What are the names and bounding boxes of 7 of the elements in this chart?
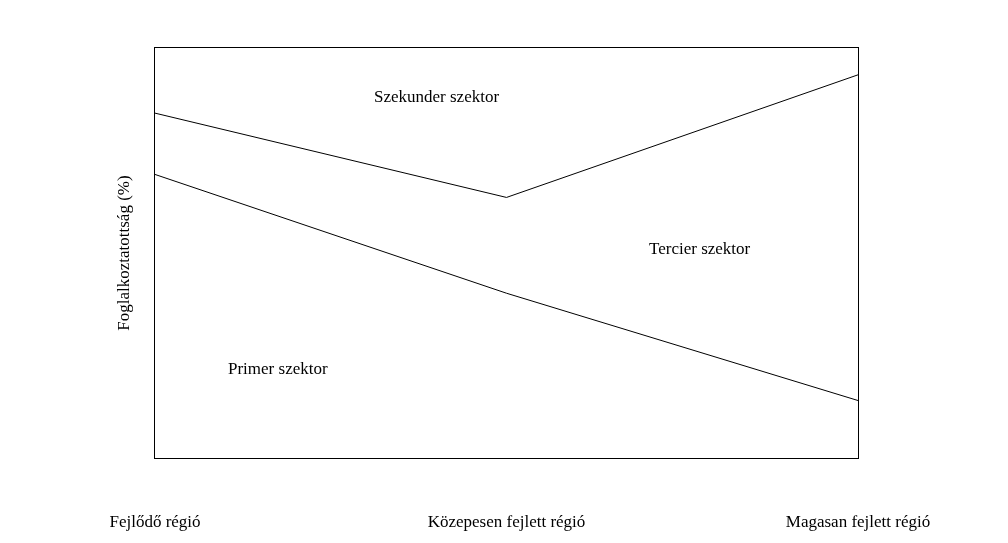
- annotation: Szekunder szektor: [374, 87, 500, 106]
- annotation: Primer szektor: [228, 359, 328, 378]
- y-axis-title: Foglalkoztatottság (%): [113, 175, 133, 331]
- annotation: Tercier szektor: [649, 239, 751, 258]
- x-tick-label: Közepesen fejlett régió: [427, 512, 586, 532]
- x-tick-label: Fejlődő régió: [109, 512, 201, 532]
- x-tick-label: Magasan fejlett régió: [785, 512, 931, 532]
